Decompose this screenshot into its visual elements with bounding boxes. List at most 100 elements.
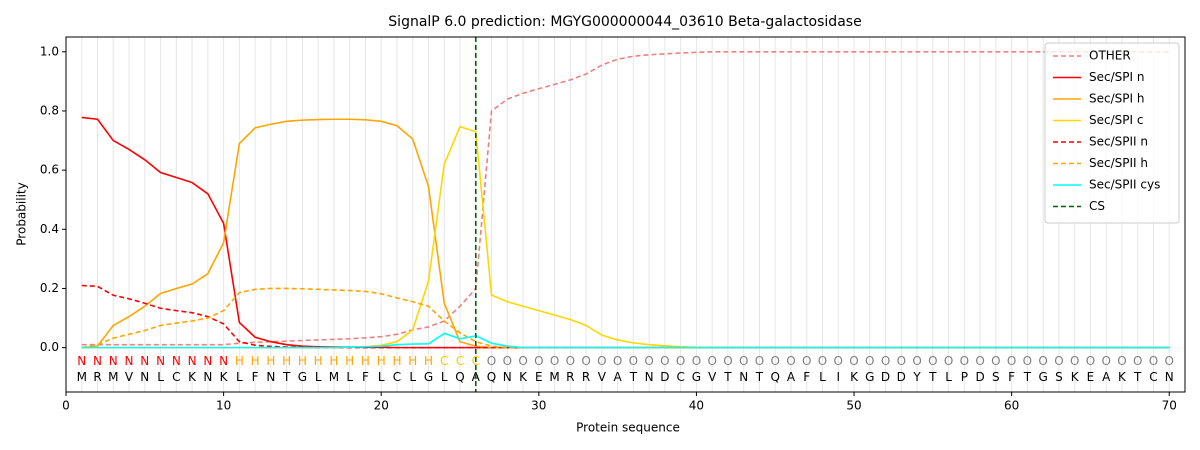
series-line xyxy=(81,284,1170,349)
residue-label: C xyxy=(1149,370,1157,384)
residue-label: T xyxy=(755,370,764,384)
region-label: O xyxy=(928,354,937,368)
region-label: N xyxy=(156,354,165,368)
region-label: O xyxy=(644,354,653,368)
region-label: O xyxy=(692,354,701,368)
plot-frame xyxy=(65,36,1186,393)
residue-label: N xyxy=(503,370,512,384)
x-axis-label: Protein sequence xyxy=(576,421,680,435)
region-label: H xyxy=(424,354,433,368)
series-line xyxy=(81,118,1170,349)
residue-label: T xyxy=(1023,370,1032,384)
legend-label: Sec/SPII n xyxy=(1089,135,1148,149)
region-label: C xyxy=(440,354,448,368)
region-label: O xyxy=(503,354,512,368)
x-tick-label: 30 xyxy=(531,399,546,413)
residue-label: L xyxy=(315,370,322,384)
region-label: H xyxy=(329,354,338,368)
series-line xyxy=(81,116,1170,349)
x-tick-label: 40 xyxy=(689,399,704,413)
residue-label: I xyxy=(836,370,840,384)
residue-label: A xyxy=(787,370,796,384)
residue-label: R xyxy=(582,370,590,384)
region-label: O xyxy=(723,354,732,368)
residue-label: D xyxy=(660,370,669,384)
region-label: O xyxy=(1023,354,1032,368)
region-label: N xyxy=(219,354,228,368)
region-label: O xyxy=(1133,354,1142,368)
region-label: O xyxy=(944,354,953,368)
residue-label: N xyxy=(739,370,748,384)
residue-label: L xyxy=(819,370,826,384)
residue-label: T xyxy=(629,370,638,384)
region-label: N xyxy=(188,354,197,368)
region-label: O xyxy=(1149,354,1158,368)
residue-label: N xyxy=(1165,370,1174,384)
region-label: O xyxy=(881,354,890,368)
region-label: O xyxy=(1054,354,1063,368)
residue-label: L xyxy=(441,370,448,384)
region-label: H xyxy=(392,354,401,368)
x-tick-label: 70 xyxy=(1162,399,1177,413)
legend-label: Sec/SPI n xyxy=(1089,70,1144,84)
residue-label: C xyxy=(393,370,401,384)
region-label: H xyxy=(251,354,260,368)
region-label: O xyxy=(1101,354,1110,368)
residue-label: N xyxy=(203,370,212,384)
x-tick-label: 20 xyxy=(374,399,389,413)
residue-label: C xyxy=(172,370,180,384)
region-label: O xyxy=(1086,354,1095,368)
residue-label: K xyxy=(220,370,229,384)
legend-label: OTHER xyxy=(1089,49,1131,63)
y-axis-label: Probability xyxy=(15,182,29,245)
region-label: O xyxy=(802,354,811,368)
series-line xyxy=(81,332,1170,349)
region-label: O xyxy=(912,354,921,368)
region-label: O xyxy=(597,354,606,368)
residue-label: D xyxy=(975,370,984,384)
legend-label: Sec/SPII h xyxy=(1089,156,1148,170)
region-label: N xyxy=(77,354,86,368)
residue-label: N xyxy=(140,370,149,384)
y-tick-label: 0.2 xyxy=(40,281,59,295)
region-label: C xyxy=(456,354,464,368)
residue-label: Q xyxy=(455,370,464,384)
residue-label: T xyxy=(1133,370,1142,384)
region-label: H xyxy=(408,354,417,368)
region-label: H xyxy=(282,354,291,368)
y-tick-label: 1.0 xyxy=(40,44,59,58)
region-label: O xyxy=(960,354,969,368)
region-label: O xyxy=(849,354,858,368)
residue-label: G xyxy=(692,370,701,384)
region-label: O xyxy=(975,354,984,368)
residue-label: K xyxy=(1071,370,1080,384)
x-tick-label: 50 xyxy=(846,399,861,413)
residue-label: G xyxy=(865,370,874,384)
region-label: O xyxy=(739,354,748,368)
residue-label: Q xyxy=(487,370,496,384)
region-label: N xyxy=(125,354,134,368)
residue-label: K xyxy=(188,370,197,384)
residue-label: N xyxy=(266,370,275,384)
residue-label: K xyxy=(519,370,528,384)
region-label: O xyxy=(676,354,685,368)
residue-label: K xyxy=(850,370,859,384)
residue-label: N xyxy=(645,370,654,384)
region-label: N xyxy=(172,354,181,368)
region-label: O xyxy=(613,354,622,368)
region-label: O xyxy=(991,354,1000,368)
residue-label: F xyxy=(252,370,259,384)
region-label: O xyxy=(755,354,764,368)
residue-label: V xyxy=(125,370,134,384)
residue-label: F xyxy=(803,370,810,384)
legend-label: CS xyxy=(1089,199,1105,213)
region-label: O xyxy=(818,354,827,368)
region-label: O xyxy=(707,354,716,368)
region-label: O xyxy=(1117,354,1126,368)
region-label: O xyxy=(1165,354,1174,368)
region-label: H xyxy=(361,354,370,368)
residue-label: E xyxy=(535,370,543,384)
region-label: O xyxy=(865,354,874,368)
residue-label: F xyxy=(1008,370,1015,384)
residue-label: T xyxy=(723,370,732,384)
